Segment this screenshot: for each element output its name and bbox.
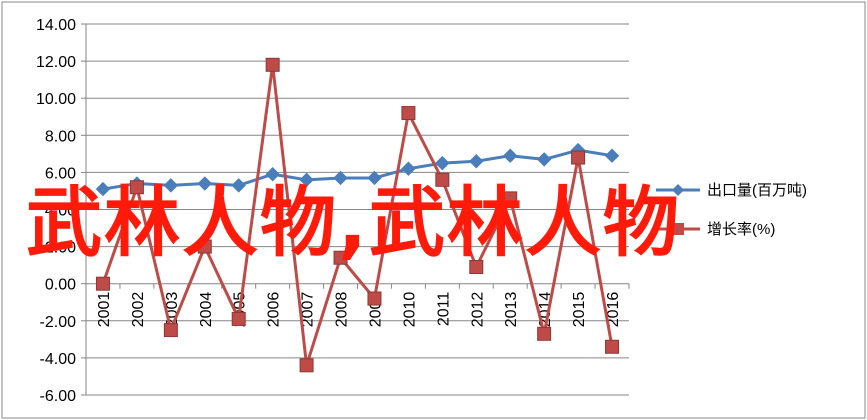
data-point-diamond (299, 172, 314, 188)
x-tick-label: 2011 (435, 292, 452, 327)
data-point-square (129, 180, 144, 195)
data-point-diamond (163, 178, 179, 193)
data-point-square (435, 172, 450, 187)
gridlines (81, 23, 630, 396)
y-axis-tick-labels: 14.00 12.00 10.00 8.00 6.00 4.00 2.00 0.00 -2.00… (36, 17, 76, 405)
y-tick-label: 4.00 (45, 203, 76, 220)
data-point-diamond (367, 170, 382, 186)
data-point-diamond (333, 170, 348, 186)
x-tick-label: 2001 (96, 292, 113, 328)
data-point-square (605, 339, 620, 354)
data-point-square (95, 276, 110, 291)
y-tick-label: 0.00 (45, 277, 76, 294)
legend-label: 增长率(%) (707, 221, 775, 238)
data-point-diamond (604, 148, 620, 163)
y-tick-label: -2.00 (40, 314, 77, 331)
series-line (102, 148, 613, 191)
legend-marker (672, 223, 684, 235)
data-point-square (299, 358, 314, 373)
x-tick-label: 2004 (198, 292, 215, 328)
x-tick-label: 2013 (503, 292, 520, 328)
data-point-square (537, 326, 552, 341)
data-point-square (503, 191, 518, 206)
x-tick-label: 2007 (300, 292, 317, 328)
data-point-square (571, 150, 586, 165)
y-tick-label: -4.00 (40, 351, 77, 368)
data-point-diamond (435, 155, 450, 171)
x-tick-label: 2012 (469, 292, 486, 328)
legend-label: 出口量(百万吨) (707, 182, 807, 199)
y-tick-label: 10.00 (36, 91, 76, 108)
data-point-square (401, 106, 416, 121)
y-tick-label: 12.00 (36, 54, 76, 71)
data-point-diamond (536, 152, 552, 167)
data-point-diamond (197, 176, 212, 191)
legend: 出口量(百万吨) 增长率(%) (656, 182, 807, 238)
data-point-square (163, 323, 178, 338)
data-point-diamond (265, 167, 280, 182)
x-tick-label: 2002 (130, 292, 147, 328)
data-point-square (469, 260, 484, 275)
data-point-diamond (401, 161, 416, 176)
y-tick-label: 2.00 (45, 240, 76, 257)
data-point-square (197, 239, 212, 254)
x-tick-label: 2010 (401, 292, 418, 328)
x-tick-label: 2016 (605, 292, 622, 328)
data-point-diamond (95, 181, 111, 197)
legend-marker (672, 184, 684, 196)
data-point-diamond (231, 178, 246, 193)
x-tick-label: 2008 (334, 292, 351, 328)
y-tick-label: 8.00 (45, 128, 76, 145)
series-line (101, 63, 614, 367)
series-group (95, 57, 620, 373)
x-tick-label: 2015 (571, 292, 588, 328)
y-tick-label: -6.00 (40, 388, 77, 405)
y-tick-label: 6.00 (45, 165, 76, 182)
x-tick-label: 2006 (266, 292, 283, 328)
data-point-square (333, 250, 348, 265)
data-point-square (265, 57, 280, 72)
data-point-square (231, 311, 246, 326)
data-point-square (367, 291, 382, 306)
data-point-diamond (503, 148, 518, 163)
y-tick-label: 14.00 (36, 17, 76, 34)
data-point-diamond (469, 154, 484, 169)
